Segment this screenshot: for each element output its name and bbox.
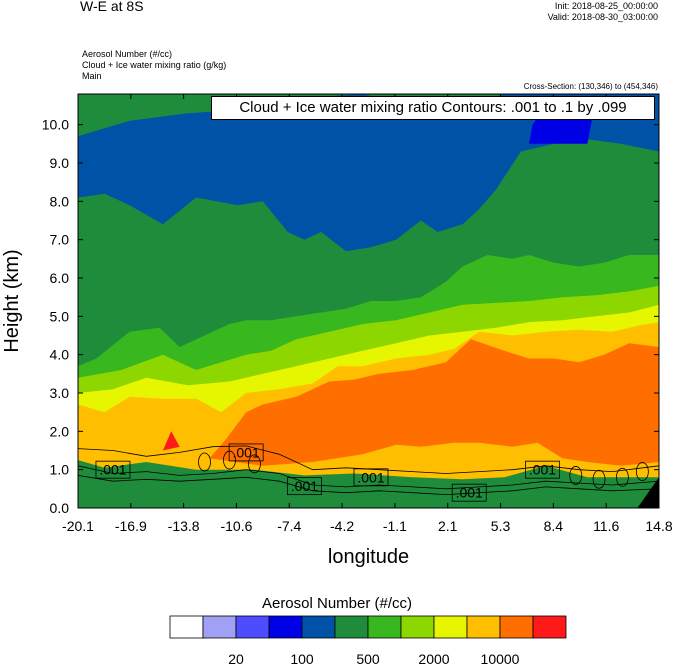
init-time: Init: 2018-08-25_00:00:00 xyxy=(554,1,658,11)
x-tick-label-10: 11.6 xyxy=(593,518,619,534)
contour-cell-3 xyxy=(569,466,583,485)
y-tick-label-9: 9.0 xyxy=(50,155,70,171)
contour-region-6 xyxy=(209,339,659,466)
x-tick-label-8: 5.3 xyxy=(491,518,511,534)
colorbar-box-8 xyxy=(433,615,468,639)
contour-label-2: .001 xyxy=(291,478,318,494)
contour-region-7 xyxy=(162,431,180,451)
x-tick-label-2: -13.8 xyxy=(168,518,200,534)
contour-label-box-0 xyxy=(95,460,131,479)
valid-time: Valid: 2018-08-30_03:00:00 xyxy=(547,12,658,22)
colorbar-box-5 xyxy=(334,615,369,639)
y-tick-label-1: 1.0 xyxy=(50,462,70,478)
field-label-cloud-ice: Cloud + Ice water mixing ratio (g/kg) xyxy=(82,60,227,70)
contour-cell-5 xyxy=(615,467,629,487)
x-tick-label-6: -1.1 xyxy=(383,518,407,534)
x-tick-label-0: -20.1 xyxy=(62,518,94,534)
x-tick-label-7: 2.1 xyxy=(438,518,458,534)
y-tick-label-2: 2.0 xyxy=(50,423,70,439)
colorbar-box-4 xyxy=(301,615,336,639)
contour-label-0: .001 xyxy=(99,462,126,478)
y-axis-label: Height (km) xyxy=(1,249,23,352)
colorbar-box-7 xyxy=(400,615,435,639)
x-tick-label-4: -7.4 xyxy=(277,518,301,534)
contour-line-2 xyxy=(78,475,659,496)
contour-label-box-5 xyxy=(525,460,560,479)
x-tick-label-5: -4.2 xyxy=(330,518,354,534)
x-tick-label-11: 14.8 xyxy=(645,518,672,534)
colorbar-box-6 xyxy=(367,615,402,639)
y-tick-label-6: 6.0 xyxy=(50,270,70,286)
colorbar-label-3: 2000 xyxy=(418,651,449,667)
contour-label-1: .001 xyxy=(233,444,260,460)
plot-title: W-E at 8S xyxy=(80,0,144,14)
contour-label-box-1 xyxy=(228,443,264,462)
x-axis-label: longitude xyxy=(328,546,409,568)
y-tick-label-4: 4.0 xyxy=(50,347,70,363)
colorbar-label-1: 100 xyxy=(290,651,314,667)
contour-cell-0 xyxy=(198,452,211,472)
x-tick-label-3: -10.6 xyxy=(220,518,252,534)
y-tick-label-0: 0.0 xyxy=(50,500,70,516)
colorbar-box-10 xyxy=(499,615,534,639)
colorbar-box-2 xyxy=(235,615,270,639)
filled-contours xyxy=(78,94,659,508)
colorbar-label-2: 500 xyxy=(356,651,380,667)
contour-cell-4 xyxy=(592,469,606,489)
colorbar-box-1 xyxy=(202,615,237,639)
y-tick-label-10: 10.0 xyxy=(42,117,69,133)
contour-region-8 xyxy=(637,477,659,508)
cross-section-label: Cross-Section: (130,346) to (454,346) xyxy=(523,82,658,91)
colorbar-label-4: 10000 xyxy=(481,651,520,667)
y-tick-label-5: 5.0 xyxy=(50,308,70,324)
contour-label-3: .001 xyxy=(357,469,384,485)
field-label-main: Main xyxy=(82,71,102,81)
colorbar-box-3 xyxy=(268,615,303,639)
contour-label-4: .001 xyxy=(456,485,483,501)
colorbar-title: Aerosol Number (#/cc) xyxy=(261,595,413,612)
contour-cell-6 xyxy=(635,462,649,481)
colorbar-box-0 xyxy=(169,615,204,639)
contour-label-5: .001 xyxy=(529,462,556,478)
contour-cell-2 xyxy=(248,454,261,474)
contour-label-box-3 xyxy=(353,468,389,487)
colorbar-label-0: 20 xyxy=(228,651,244,667)
x-tick-label-1: -16.9 xyxy=(115,518,147,534)
contour-label-box-2 xyxy=(287,477,322,496)
contour-region-0 xyxy=(78,94,659,252)
contour-banner: Cloud + Ice water mixing ratio Contours:… xyxy=(211,96,655,120)
contour-label-box-4 xyxy=(451,483,487,502)
plot-frame xyxy=(77,93,660,509)
colorbar-box-9 xyxy=(466,615,501,639)
y-tick-label-3: 3.0 xyxy=(50,385,70,401)
field-label-aerosol: Aerosol Number (#/cc) xyxy=(82,49,173,59)
colorbar-box-11 xyxy=(532,615,567,639)
x-tick-label-9: 8.4 xyxy=(544,518,564,534)
y-tick-label-7: 7.0 xyxy=(50,232,70,248)
y-tick-label-8: 8.0 xyxy=(50,193,70,209)
